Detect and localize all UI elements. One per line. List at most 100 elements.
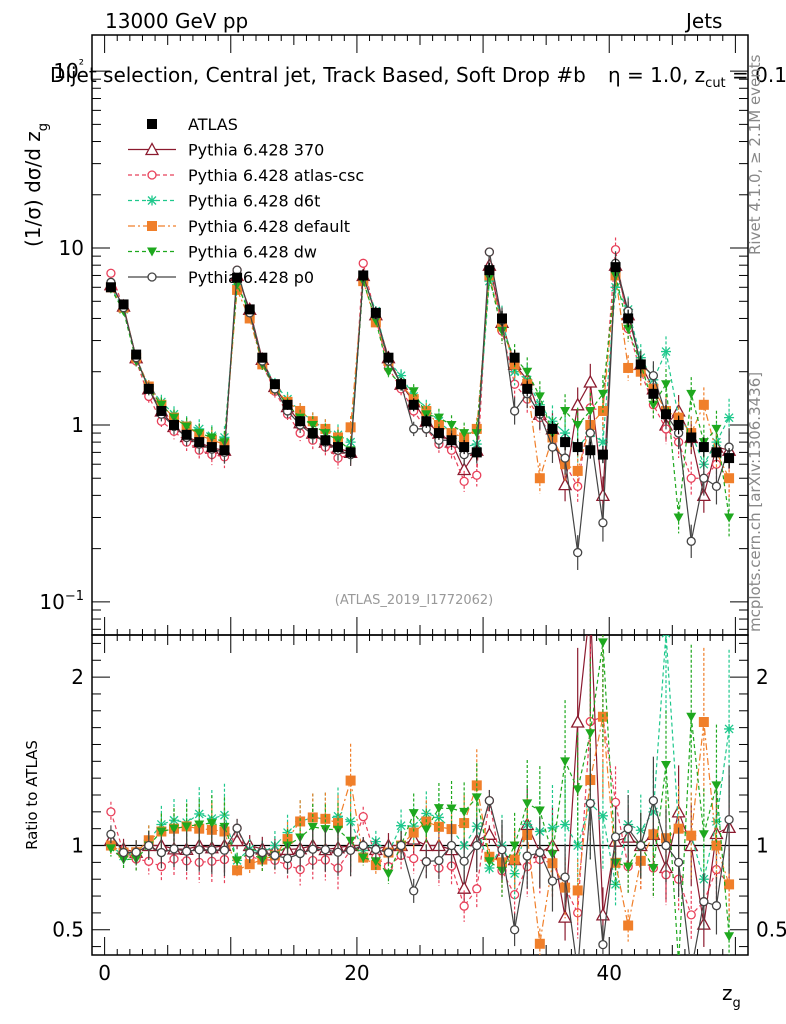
ratio-line-d6t xyxy=(110,635,730,885)
x-tick-label: 20 xyxy=(344,961,369,985)
ratio-point xyxy=(484,862,495,873)
data-point xyxy=(206,433,217,443)
data-point xyxy=(597,449,608,460)
ratio-point xyxy=(574,967,582,975)
ratio-point xyxy=(421,856,431,867)
legend-marker xyxy=(147,119,157,129)
data-point xyxy=(457,462,472,476)
ratio-point xyxy=(648,795,659,806)
data-point xyxy=(358,270,369,281)
ratio-point xyxy=(257,847,267,858)
ratio-point xyxy=(522,851,532,861)
ratio-point xyxy=(560,872,570,882)
mcplots-label: mcplots.cern.ch [arXiv:1306.3436] xyxy=(746,371,764,632)
ratio-point xyxy=(674,959,684,968)
ratio-point xyxy=(383,869,394,879)
legend-entry-default: Pythia 6.428 default xyxy=(128,217,350,236)
ratio-point xyxy=(687,966,695,974)
data-point xyxy=(333,442,343,453)
ratio-point xyxy=(698,830,709,840)
ratio-point xyxy=(206,819,217,829)
y-tick-label: 10−1 xyxy=(39,589,84,614)
data-point xyxy=(345,447,356,458)
ratio-point xyxy=(106,807,116,817)
ratio-point xyxy=(522,799,533,809)
data-point xyxy=(534,473,545,484)
beta-label: η = 1.0, z xyxy=(608,63,706,87)
ratio-point xyxy=(320,813,331,824)
ratio-point xyxy=(396,820,407,831)
legend-label: ATLAS xyxy=(188,115,238,134)
legend-label: Pythia 6.428 d6t xyxy=(188,192,320,211)
data-point xyxy=(169,419,179,430)
ratio-point xyxy=(358,812,368,822)
ratio-point xyxy=(409,853,419,864)
ratio-point xyxy=(610,832,621,842)
ratio-point xyxy=(106,829,116,839)
series-line-dw xyxy=(110,275,730,518)
x-tick-label: 40 xyxy=(597,961,622,985)
data-point xyxy=(106,268,116,278)
ratio-point xyxy=(409,886,419,896)
ratio-point xyxy=(472,840,482,851)
legend-label: Pythia 6.428 dw xyxy=(188,243,317,262)
ratio-axis-ticks: 0.5 0.5 1 1 2 2 xyxy=(52,642,786,948)
ratio-y-tick-label-right: 1 xyxy=(756,834,769,858)
data-point xyxy=(459,429,470,439)
ratio-point xyxy=(370,857,381,867)
series-line-default xyxy=(110,275,730,479)
ratio-point xyxy=(724,879,735,890)
ratio-point xyxy=(598,939,608,950)
ratio-point xyxy=(421,808,432,819)
ratio-y-tick-label: 1 xyxy=(71,834,84,858)
data-point xyxy=(370,307,381,318)
ratio-point xyxy=(661,840,671,851)
data-point xyxy=(370,316,381,326)
data-point xyxy=(257,352,268,363)
ratio-point xyxy=(724,814,734,825)
ratio-point xyxy=(194,820,205,830)
data-point xyxy=(194,429,205,439)
legend-entry-p370: Pythia 6.428 370 xyxy=(128,141,324,160)
data-point xyxy=(408,387,419,397)
series-p0 xyxy=(106,247,734,570)
ratio-point xyxy=(358,840,368,851)
ratio-point xyxy=(547,876,558,886)
data-point xyxy=(724,412,735,423)
ratio-y-tick-label-right: 2 xyxy=(756,665,769,689)
data-point xyxy=(206,442,217,453)
data-point xyxy=(547,442,558,452)
ratio-point xyxy=(459,856,469,866)
ratio-y-tick-label: 0.5 xyxy=(52,918,84,942)
ratio-point xyxy=(446,804,457,814)
ratio-point xyxy=(307,812,318,823)
ratio-point xyxy=(623,824,633,834)
data-point xyxy=(572,465,583,476)
data-point xyxy=(446,435,457,446)
data-point xyxy=(282,399,293,410)
data-point xyxy=(560,428,571,439)
ratio-point xyxy=(307,822,318,832)
data-point xyxy=(433,428,444,439)
ratio-point xyxy=(434,855,444,866)
data-point xyxy=(648,400,659,410)
ratio-point xyxy=(345,845,356,855)
data-point xyxy=(724,453,735,464)
ratio-point xyxy=(383,847,394,858)
data-point xyxy=(648,388,659,399)
ratio-point xyxy=(471,793,482,803)
ratio-point xyxy=(610,797,621,807)
data-point xyxy=(686,432,697,443)
ratio-point xyxy=(194,845,204,855)
ratio-point xyxy=(181,822,192,832)
ratio-point xyxy=(408,809,419,819)
ratio-point xyxy=(232,823,242,833)
ratio-point xyxy=(636,840,646,851)
ratio-line-default xyxy=(110,716,730,944)
data-point xyxy=(686,536,696,546)
ratio-point xyxy=(711,901,722,911)
ratio-point xyxy=(345,816,356,827)
ratio-point xyxy=(560,819,571,830)
legend: ATLAS Pythia 6.428 370 Pythia 6.428 atlas-… xyxy=(128,115,364,287)
